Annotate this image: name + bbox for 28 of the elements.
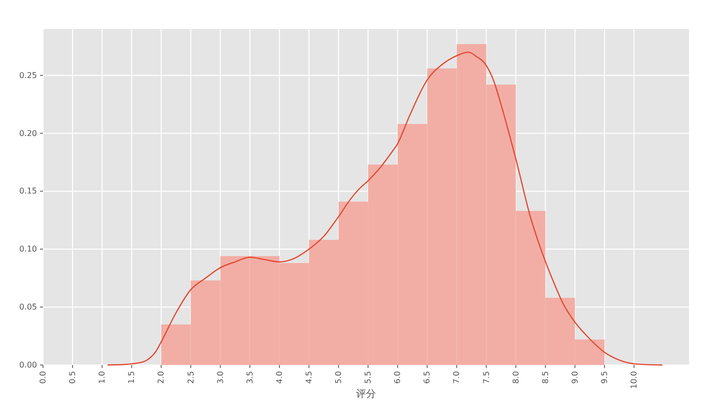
x-tick-label: 0.5 — [68, 371, 78, 384]
x-tick-label: 3.0 — [216, 371, 225, 384]
y-tick-label: 0.15 — [19, 186, 37, 196]
x-tick-label: 9.0 — [570, 371, 580, 384]
x-tick-label: 2.5 — [186, 371, 196, 384]
x-tick-label: 3.5 — [245, 371, 254, 384]
x-tick-label: 8.0 — [511, 371, 520, 384]
y-tick-label: 0.20 — [19, 128, 37, 138]
y-tick-label: 0.05 — [19, 302, 37, 312]
x-tick-label: 8.5 — [540, 371, 550, 384]
x-tick-label: 5.5 — [364, 371, 373, 384]
x-tick-label: 10.0 — [630, 371, 639, 389]
y-tick-label: 0.00 — [19, 360, 37, 370]
x-tick-label: 0.0 — [38, 371, 48, 384]
x-tick-label: 1.5 — [127, 371, 136, 384]
x-tick-label: 6.5 — [422, 371, 432, 384]
x-tick-label: 1.0 — [98, 371, 107, 384]
y-tick-label: 0.10 — [19, 244, 37, 254]
x-tick-label: 7.0 — [452, 371, 462, 384]
x-tick-label: 9.5 — [600, 371, 609, 384]
x-tick-label: 5.0 — [334, 371, 344, 384]
x-tick-label: 2.0 — [156, 371, 166, 384]
x-tick-label: 7.5 — [482, 371, 491, 384]
x-tick-label: 6.0 — [393, 371, 402, 384]
x-tick-label: 4.5 — [304, 371, 314, 384]
x-tick-label: 4.0 — [274, 371, 284, 384]
x-axis-title: 评分 — [356, 388, 376, 400]
y-tick-label: 0.25 — [19, 70, 37, 80]
